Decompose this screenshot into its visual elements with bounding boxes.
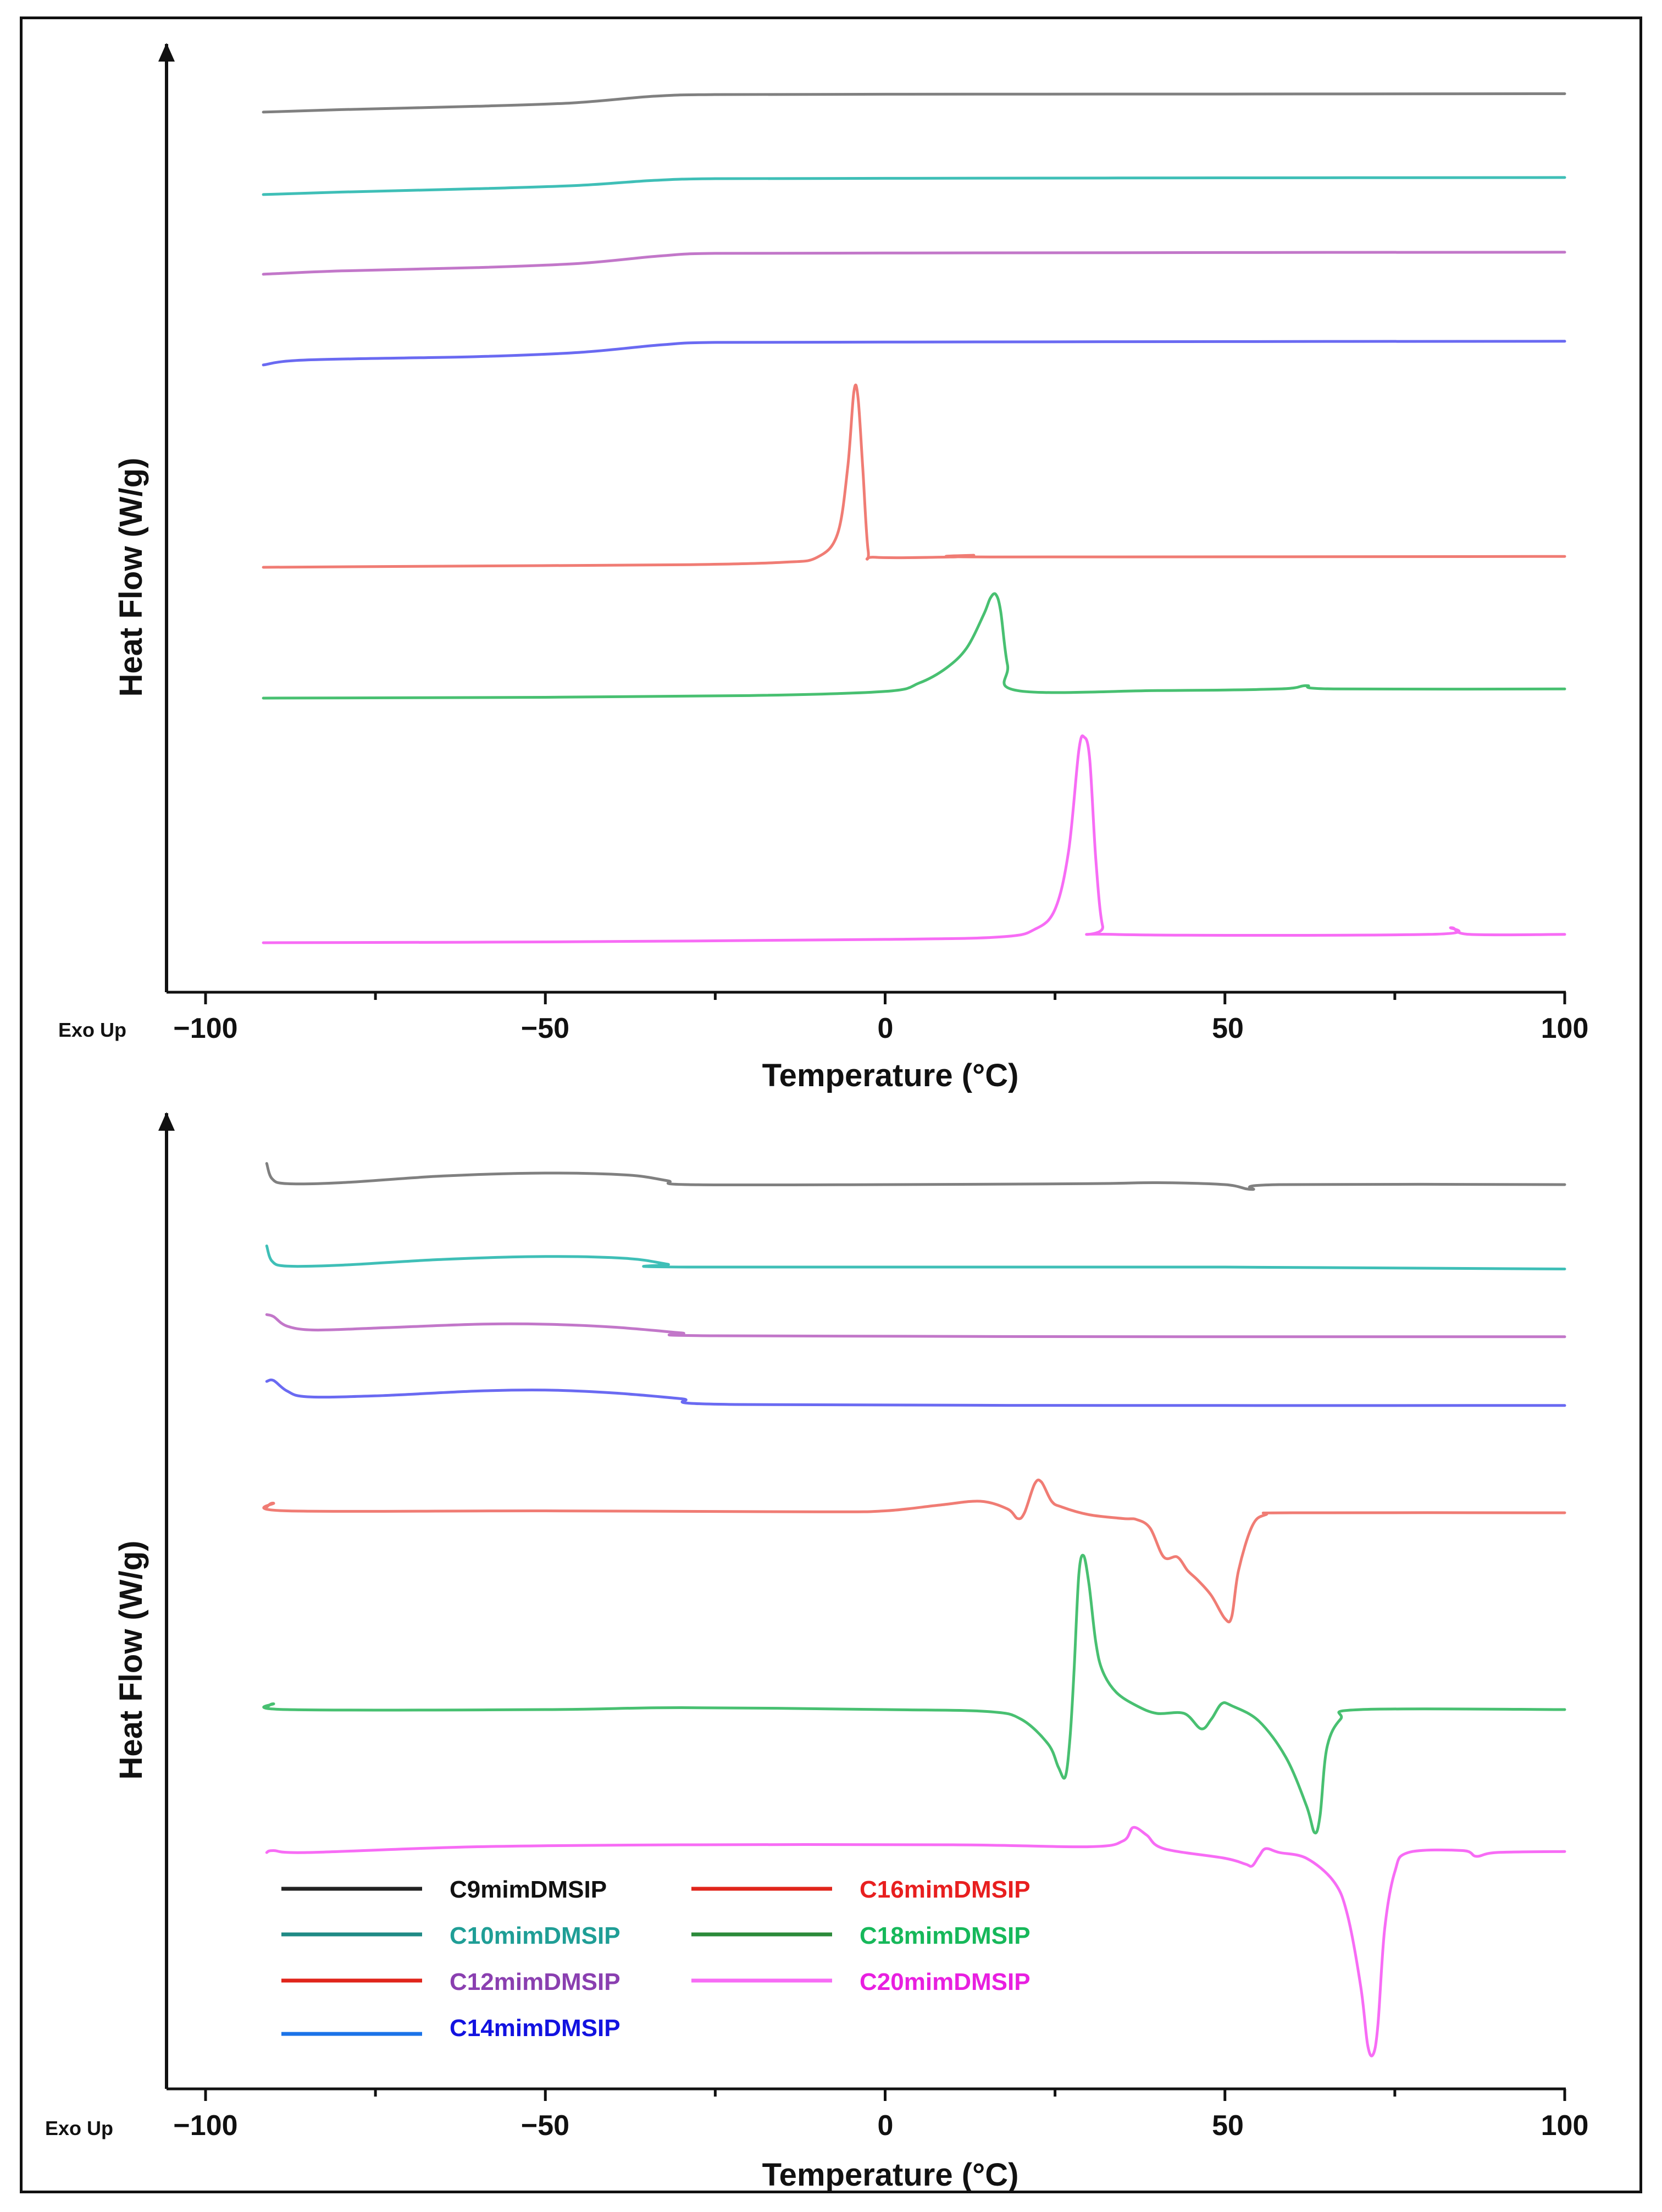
bottom-x-ticks — [204, 2089, 1566, 2101]
bottom-tick-label-1: −50 — [521, 2110, 569, 2142]
top-x-axis-title: Temperature (°C) — [762, 1058, 1019, 1093]
legend-label-c14: C14mimDMSIP — [450, 2015, 621, 2042]
figure-frame — [20, 16, 1642, 2193]
bottom-series-c14mimdmsip — [265, 1378, 1566, 1407]
bottom-series-c16mimdmsip — [262, 1478, 1566, 1624]
bottom-tick-label-2: 0 — [878, 2110, 894, 2142]
top-series-c14mimdmsip — [262, 340, 1566, 367]
bottom-tick-label-0: −100 — [173, 2110, 237, 2142]
top-x-tick-labels: −100 −50 0 50 100 — [173, 1013, 1588, 1044]
legend-label-c9: C9mimDMSIP — [450, 1876, 607, 1903]
bottom-series-c20mimdmsip — [265, 1826, 1566, 2058]
legend-label-c20: C20mimDMSIP — [860, 1968, 1031, 1995]
top-y-axis-arrow — [158, 43, 175, 62]
bottom-series-c9mimdmsip — [265, 1162, 1566, 1191]
bottom-panel: −100 −50 0 50 100 Exo Up Temperature (°C… — [45, 1112, 1588, 2193]
top-series-c9mimdmsip — [262, 92, 1566, 114]
top-y-axis-title: Heat Flow (W/g) — [113, 458, 149, 697]
top-tick-label-3: 50 — [1212, 1013, 1244, 1044]
legend-label-c18: C18mimDMSIP — [860, 1922, 1031, 1949]
bottom-y-axis-arrow — [158, 1112, 175, 1131]
top-panel: −100 −50 0 50 100 Exo Up Temperature (°C… — [58, 43, 1588, 1093]
bottom-exo-up-label: Exo Up — [45, 2117, 113, 2139]
legend-label-c10: C10mimDMSIP — [450, 1922, 621, 1949]
top-series-c12mimdmsip — [262, 251, 1566, 276]
bottom-series-c12mimdmsip — [265, 1313, 1566, 1339]
top-exo-up-label: Exo Up — [58, 1019, 126, 1041]
top-series-c16mimdmsip — [262, 383, 1566, 569]
bottom-tick-label-3: 50 — [1212, 2110, 1244, 2142]
bottom-series-c10mimdmsip — [265, 1245, 1566, 1270]
bottom-series-c18mimdmsip — [262, 1553, 1566, 1835]
legend-label-c16: C16mimDMSIP — [860, 1876, 1031, 1903]
top-tick-label-2: 0 — [878, 1013, 894, 1044]
bottom-series-group — [262, 1162, 1566, 2058]
top-series-group — [262, 92, 1566, 944]
bottom-x-tick-labels: −100 −50 0 50 100 — [173, 2110, 1588, 2142]
top-tick-label-0: −100 — [173, 1013, 237, 1044]
top-tick-label-4: 100 — [1541, 1013, 1589, 1044]
bottom-y-axis-title: Heat Flow (W/g) — [113, 1541, 149, 1780]
legend-label-c12: C12mimDMSIP — [450, 1968, 621, 1995]
top-series-c20mimdmsip — [262, 734, 1566, 944]
top-tick-label-1: −50 — [521, 1013, 569, 1044]
bottom-x-axis-title: Temperature (°C) — [762, 2157, 1019, 2193]
legend: C9mimDMSIP C10mimDMSIP C12mimDMSIP C14mi… — [281, 1876, 1031, 2042]
top-series-c18mimdmsip — [262, 592, 1566, 700]
top-x-ticks — [204, 992, 1566, 1004]
bottom-tick-label-4: 100 — [1541, 2110, 1589, 2142]
top-series-c10mimdmsip — [262, 176, 1566, 196]
